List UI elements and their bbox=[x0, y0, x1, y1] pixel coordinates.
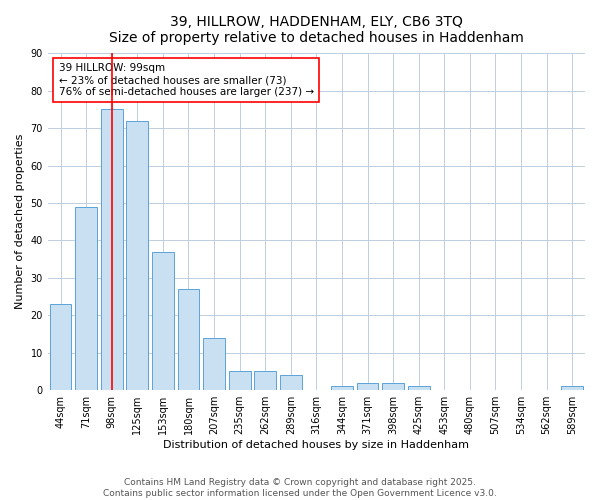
Bar bbox=[382, 382, 404, 390]
Bar bbox=[101, 110, 122, 390]
Bar bbox=[50, 304, 71, 390]
X-axis label: Distribution of detached houses by size in Haddenham: Distribution of detached houses by size … bbox=[163, 440, 469, 450]
Bar bbox=[356, 382, 379, 390]
Bar bbox=[178, 289, 199, 390]
Bar bbox=[229, 372, 251, 390]
Text: Contains HM Land Registry data © Crown copyright and database right 2025.
Contai: Contains HM Land Registry data © Crown c… bbox=[103, 478, 497, 498]
Y-axis label: Number of detached properties: Number of detached properties bbox=[15, 134, 25, 310]
Bar bbox=[203, 338, 225, 390]
Title: 39, HILLROW, HADDENHAM, ELY, CB6 3TQ
Size of property relative to detached house: 39, HILLROW, HADDENHAM, ELY, CB6 3TQ Siz… bbox=[109, 15, 524, 45]
Bar bbox=[562, 386, 583, 390]
Text: 39 HILLROW: 99sqm
← 23% of detached houses are smaller (73)
76% of semi-detached: 39 HILLROW: 99sqm ← 23% of detached hous… bbox=[59, 64, 314, 96]
Bar bbox=[152, 252, 174, 390]
Bar bbox=[331, 386, 353, 390]
Bar bbox=[75, 207, 97, 390]
Bar bbox=[127, 120, 148, 390]
Bar bbox=[254, 372, 276, 390]
Bar bbox=[408, 386, 430, 390]
Bar bbox=[280, 375, 302, 390]
